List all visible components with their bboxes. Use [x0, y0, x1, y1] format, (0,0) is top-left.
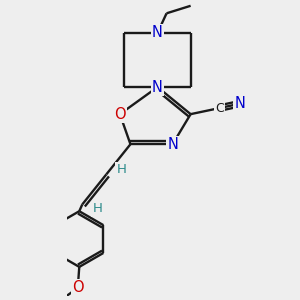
Text: O: O	[114, 106, 126, 122]
Text: H: H	[92, 202, 102, 215]
Text: H: H	[116, 163, 126, 176]
Text: N: N	[152, 80, 163, 94]
Text: C: C	[215, 102, 224, 115]
Text: O: O	[72, 280, 84, 296]
Text: N: N	[167, 137, 178, 152]
Text: N: N	[235, 96, 246, 111]
Text: N: N	[152, 26, 163, 40]
